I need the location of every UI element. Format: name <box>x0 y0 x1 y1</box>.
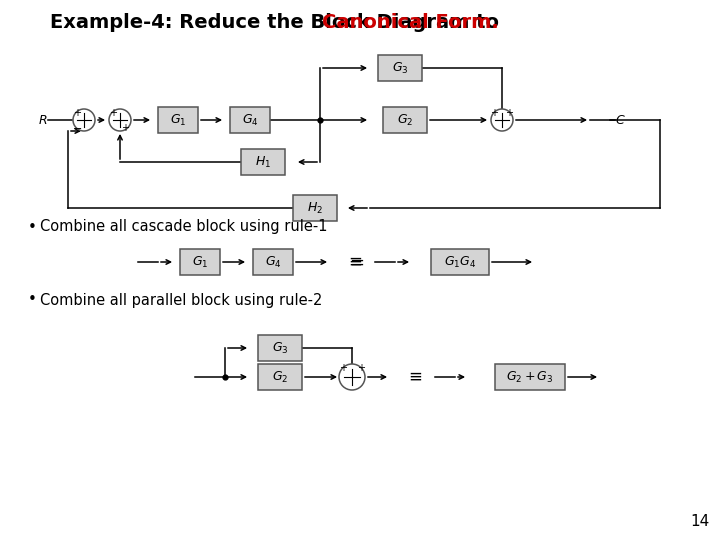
Text: ≡: ≡ <box>348 253 362 271</box>
FancyBboxPatch shape <box>180 249 220 275</box>
Text: Example-4: Reduce the Block Diagram to: Example-4: Reduce the Block Diagram to <box>50 12 505 31</box>
Text: $G_4$: $G_4$ <box>242 112 258 127</box>
Text: +: + <box>339 363 347 373</box>
Text: +: + <box>109 108 117 118</box>
FancyBboxPatch shape <box>293 195 337 221</box>
Text: +: + <box>357 363 365 373</box>
Text: $G_3$: $G_3$ <box>271 340 288 355</box>
Text: +: + <box>505 108 513 118</box>
Text: Example-4: Reduce the Block Diagram to Canonical Form.: Example-4: Reduce the Block Diagram to C… <box>50 12 615 31</box>
FancyBboxPatch shape <box>258 335 302 361</box>
FancyBboxPatch shape <box>383 107 427 133</box>
Text: $G_2$: $G_2$ <box>397 112 413 127</box>
Text: $G_1$: $G_1$ <box>192 254 208 269</box>
Circle shape <box>339 364 365 390</box>
FancyBboxPatch shape <box>230 107 270 133</box>
Text: •: • <box>27 293 37 307</box>
Text: +: + <box>121 123 129 133</box>
Circle shape <box>491 109 513 131</box>
FancyBboxPatch shape <box>253 249 293 275</box>
FancyBboxPatch shape <box>431 249 489 275</box>
Text: $=$: $=$ <box>346 253 364 271</box>
Text: $R$: $R$ <box>38 113 48 126</box>
Text: $H_1$: $H_1$ <box>255 154 271 170</box>
FancyBboxPatch shape <box>241 149 285 175</box>
Text: $G_2 + G_3$: $G_2 + G_3$ <box>506 369 554 384</box>
Text: Combine all parallel block using rule-2: Combine all parallel block using rule-2 <box>40 293 323 307</box>
Text: $-$: $-$ <box>72 122 82 132</box>
Text: $H_2$: $H_2$ <box>307 200 323 215</box>
Text: Canonical Form.: Canonical Form. <box>322 12 499 31</box>
Text: $C$: $C$ <box>615 113 626 126</box>
Text: +: + <box>490 108 498 118</box>
Text: $G_4$: $G_4$ <box>265 254 282 269</box>
FancyBboxPatch shape <box>378 55 422 81</box>
Circle shape <box>73 109 95 131</box>
FancyBboxPatch shape <box>158 107 198 133</box>
Text: $G_1G_4$: $G_1G_4$ <box>444 254 476 269</box>
Text: •: • <box>27 219 37 234</box>
Text: $G_2$: $G_2$ <box>272 369 288 384</box>
Text: 14: 14 <box>690 515 710 530</box>
Circle shape <box>109 109 131 131</box>
Text: $G_3$: $G_3$ <box>392 60 408 76</box>
Text: $G_1$: $G_1$ <box>170 112 186 127</box>
Text: +: + <box>73 108 81 118</box>
FancyBboxPatch shape <box>495 364 565 390</box>
FancyBboxPatch shape <box>258 364 302 390</box>
Text: Combine all cascade block using rule-1: Combine all cascade block using rule-1 <box>40 219 328 234</box>
Text: ≡: ≡ <box>408 368 422 386</box>
